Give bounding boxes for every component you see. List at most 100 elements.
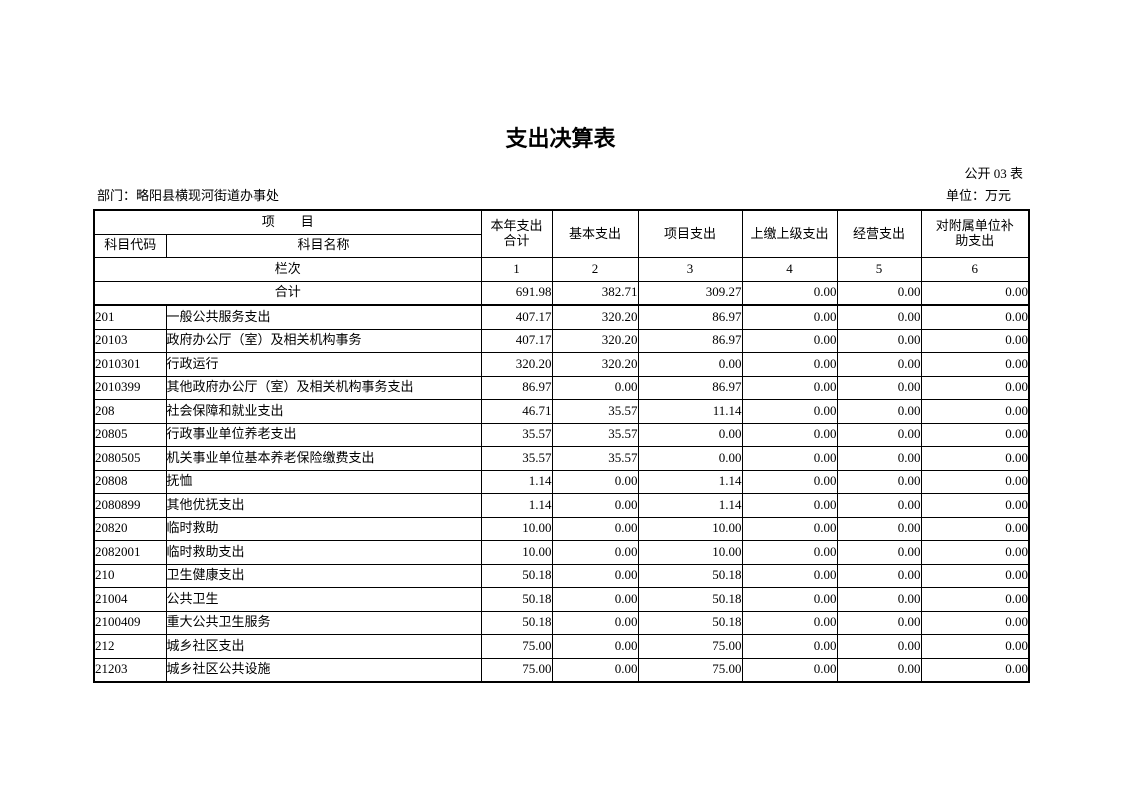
table-body: 栏次 1 2 3 4 5 6 合计 691.98 382.71 309.27 0… bbox=[93, 257, 1030, 683]
table-row: 212 城乡社区支出 75.00 0.00 75.00 0.00 0.00 0.… bbox=[93, 634, 1030, 659]
table-row: 2010399 其他政府办公厅（室）及相关机构事务支出 86.97 0.00 8… bbox=[93, 375, 1030, 400]
grand-total-value-5: 0.00 bbox=[836, 280, 922, 306]
subject-name-cell: 临时救助支出 bbox=[165, 540, 482, 565]
table-row: 201 一般公共服务支出 407.17 320.20 86.97 0.00 0.… bbox=[93, 304, 1030, 330]
column-index-row: 栏次 1 2 3 4 5 6 bbox=[93, 257, 1030, 282]
amount-cell: 1.14 bbox=[480, 493, 553, 518]
subject-name-cell: 一般公共服务支出 bbox=[165, 304, 482, 330]
header-row-1: 项 目 本年支出 合计 基本支出 项目支出 上缴上级支出 经营支出 对附属单位补… bbox=[93, 209, 1030, 258]
amount-cell: 0.00 bbox=[836, 399, 922, 424]
subject-name-cell: 其他政府办公厅（室）及相关机构事务支出 bbox=[165, 375, 482, 400]
amount-cell: 0.00 bbox=[920, 446, 1030, 471]
header-subject-code: 科目代码 bbox=[93, 233, 167, 258]
amount-cell: 0.00 bbox=[741, 587, 838, 612]
amount-cell: 50.18 bbox=[480, 587, 553, 612]
amount-cell: 0.00 bbox=[741, 375, 838, 400]
amount-cell: 0.00 bbox=[836, 540, 922, 565]
subject-name-cell: 行政事业单位养老支出 bbox=[165, 422, 482, 447]
header-upper-level-expenditure: 上缴上级支出 bbox=[741, 209, 838, 258]
column-index-2: 2 bbox=[551, 257, 639, 282]
amount-cell: 86.97 bbox=[637, 375, 743, 400]
amount-cell: 0.00 bbox=[920, 516, 1030, 541]
amount-cell: 320.20 bbox=[551, 328, 639, 353]
amount-cell: 0.00 bbox=[920, 304, 1030, 330]
amount-cell: 0.00 bbox=[836, 469, 922, 494]
amount-cell: 0.00 bbox=[920, 563, 1030, 588]
amount-cell: 320.20 bbox=[551, 304, 639, 330]
amount-cell: 86.97 bbox=[637, 328, 743, 353]
amount-cell: 1.14 bbox=[480, 469, 553, 494]
amount-cell: 0.00 bbox=[920, 610, 1030, 635]
amount-cell: 0.00 bbox=[741, 328, 838, 353]
amount-cell: 0.00 bbox=[920, 352, 1030, 377]
amount-cell: 0.00 bbox=[836, 422, 922, 447]
subject-name-cell: 政府办公厅（室）及相关机构事务 bbox=[165, 328, 482, 353]
amount-cell: 0.00 bbox=[920, 422, 1030, 447]
page-title: 支出决算表 bbox=[505, 126, 616, 151]
amount-cell: 46.71 bbox=[480, 399, 553, 424]
amount-cell: 0.00 bbox=[741, 422, 838, 447]
amount-cell: 35.57 bbox=[551, 446, 639, 471]
header-operating-expenditure: 经营支出 bbox=[836, 209, 922, 258]
subject-name-cell: 行政运行 bbox=[165, 352, 482, 377]
amount-cell: 407.17 bbox=[480, 328, 553, 353]
amount-cell: 50.18 bbox=[637, 587, 743, 612]
amount-cell: 0.00 bbox=[920, 493, 1030, 518]
subject-code-cell: 20805 bbox=[93, 422, 167, 447]
subject-code-cell: 212 bbox=[93, 634, 167, 659]
amount-cell: 10.00 bbox=[637, 540, 743, 565]
amount-cell: 11.14 bbox=[637, 399, 743, 424]
amount-cell: 0.00 bbox=[741, 634, 838, 659]
amount-cell: 0.00 bbox=[920, 540, 1030, 565]
table-row: 21004 公共卫生 50.18 0.00 50.18 0.00 0.00 0.… bbox=[93, 587, 1030, 612]
header-row-2: 科目代码 科目名称 bbox=[93, 233, 1029, 258]
subject-code-cell: 21004 bbox=[93, 587, 167, 612]
amount-cell: 0.00 bbox=[741, 399, 838, 424]
subject-code-cell: 2080899 bbox=[93, 493, 167, 518]
amount-cell: 0.00 bbox=[920, 328, 1030, 353]
amount-cell: 0.00 bbox=[551, 469, 639, 494]
grand-total-value-3: 309.27 bbox=[637, 280, 743, 306]
amount-cell: 0.00 bbox=[741, 657, 838, 683]
amount-cell: 75.00 bbox=[480, 657, 553, 683]
amount-cell: 0.00 bbox=[836, 352, 922, 377]
table-row: 20805 行政事业单位养老支出 35.57 35.57 0.00 0.00 0… bbox=[93, 422, 1030, 447]
amount-cell: 35.57 bbox=[551, 399, 639, 424]
amount-cell: 75.00 bbox=[637, 634, 743, 659]
amount-cell: 10.00 bbox=[637, 516, 743, 541]
header-project-expenditure: 项目支出 bbox=[637, 209, 743, 258]
amount-cell: 0.00 bbox=[741, 516, 838, 541]
amount-cell: 407.17 bbox=[480, 304, 553, 330]
amount-cell: 86.97 bbox=[637, 304, 743, 330]
amount-cell: 0.00 bbox=[836, 446, 922, 471]
amount-cell: 0.00 bbox=[836, 493, 922, 518]
column-index-1: 1 bbox=[480, 257, 553, 282]
subject-name-cell: 重大公共卫生服务 bbox=[165, 610, 482, 635]
table-row: 2082001 临时救助支出 10.00 0.00 10.00 0.00 0.0… bbox=[93, 540, 1030, 565]
amount-cell: 0.00 bbox=[741, 352, 838, 377]
amount-cell: 75.00 bbox=[637, 657, 743, 683]
subject-name-cell: 抚恤 bbox=[165, 469, 482, 494]
header-item-group: 项 目 bbox=[93, 209, 482, 235]
table-row: 20808 抚恤 1.14 0.00 1.14 0.00 0.00 0.00 bbox=[93, 469, 1030, 494]
amount-cell: 0.00 bbox=[741, 610, 838, 635]
amount-cell: 0.00 bbox=[920, 657, 1030, 683]
subject-name-cell: 社会保障和就业支出 bbox=[165, 399, 482, 424]
meta-row: 部门：略阳县横现河街道办事处 单位：万元 bbox=[93, 188, 1028, 204]
amount-cell: 0.00 bbox=[741, 563, 838, 588]
amount-cell: 50.18 bbox=[480, 610, 553, 635]
subject-code-cell: 2100409 bbox=[93, 610, 167, 635]
subject-code-cell: 20820 bbox=[93, 516, 167, 541]
subject-code-cell: 20808 bbox=[93, 469, 167, 494]
grand-total-label: 合计 bbox=[93, 280, 482, 306]
amount-cell: 0.00 bbox=[551, 657, 639, 683]
subject-code-cell: 208 bbox=[93, 399, 167, 424]
amount-cell: 0.00 bbox=[551, 610, 639, 635]
amount-cell: 1.14 bbox=[637, 493, 743, 518]
amount-cell: 0.00 bbox=[836, 563, 922, 588]
table-row: 2080899 其他优抚支出 1.14 0.00 1.14 0.00 0.00 … bbox=[93, 493, 1030, 518]
unit-label: 单位：万元 bbox=[945, 188, 1011, 203]
amount-cell: 0.00 bbox=[920, 587, 1030, 612]
subject-code-cell: 20103 bbox=[93, 328, 167, 353]
amount-cell: 0.00 bbox=[836, 375, 922, 400]
